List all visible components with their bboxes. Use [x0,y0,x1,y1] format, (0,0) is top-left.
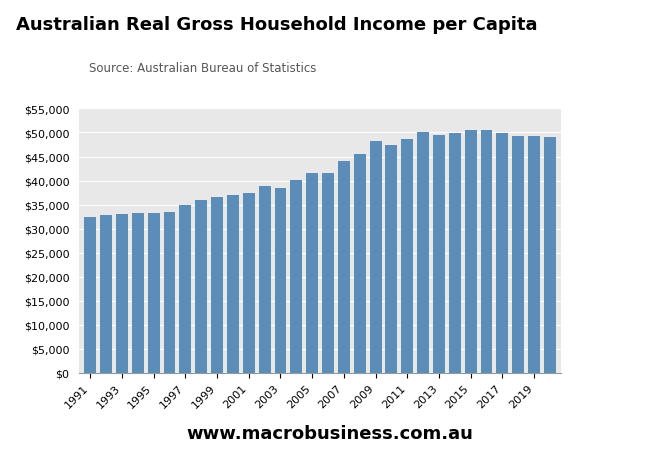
Text: Australian Real Gross Household Income per Capita: Australian Real Gross Household Income p… [16,16,538,34]
Bar [259,187,271,373]
Bar [401,139,413,373]
Bar [306,174,318,373]
Text: www.macrobusiness.com.au: www.macrobusiness.com.au [187,425,473,442]
Bar [84,217,96,373]
Bar [512,137,524,373]
Bar [480,131,492,373]
Bar [338,162,350,373]
Bar [227,196,239,373]
Bar [370,142,381,373]
Bar [243,193,255,373]
Bar [211,198,223,373]
Bar [433,136,445,373]
Bar [544,137,556,373]
Bar [496,134,508,373]
Bar [180,205,191,373]
Bar [385,145,397,373]
Bar [465,131,477,373]
Bar [100,216,112,373]
Bar [290,180,302,373]
Bar [322,174,334,373]
Bar [132,214,144,373]
Bar [449,134,461,373]
Bar [275,188,286,373]
Text: Source: Australian Bureau of Statistics: Source: Australian Bureau of Statistics [89,61,317,75]
Text: MACRO: MACRO [544,30,607,45]
Bar [116,215,128,373]
Bar [354,155,366,373]
Bar [417,132,429,373]
Bar [195,200,207,373]
Bar [148,213,160,373]
Bar [528,136,540,373]
Bar [164,212,176,373]
Text: BUSINESS: BUSINESS [541,59,610,72]
